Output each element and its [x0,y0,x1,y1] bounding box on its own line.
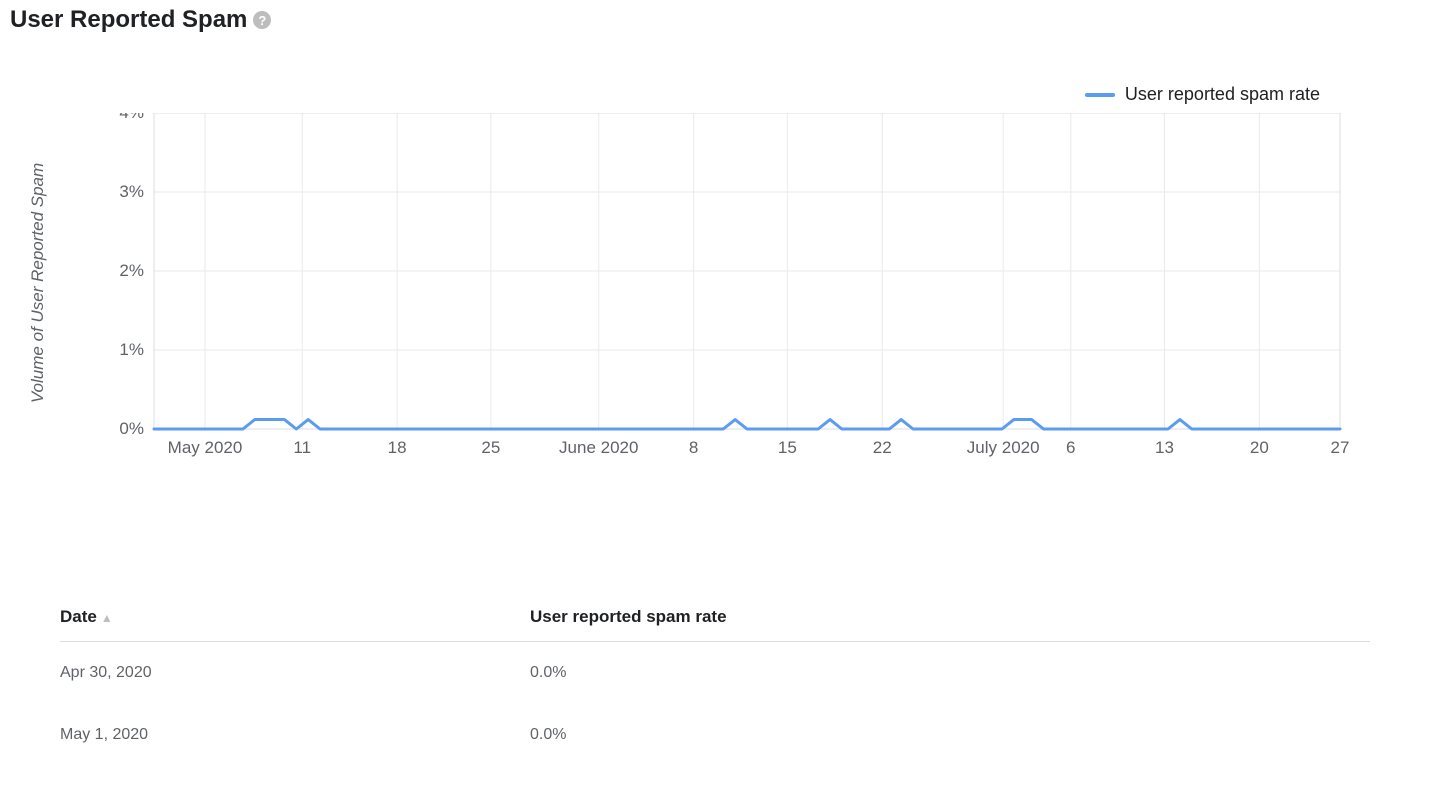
svg-text:6: 6 [1066,438,1075,457]
spam-rate-chart: Volume of User Reported Spam 0% 1% 2% 3% 4% M… [10,113,1420,473]
svg-text:July 2020: July 2020 [967,438,1040,457]
table-row: May 1, 20200.0% [60,704,1370,766]
svg-text:22: 22 [873,438,892,457]
column-header-rate-label: User reported spam rate [530,607,727,626]
y-axis-title: Volume of User Reported Spam [28,163,48,403]
chart-svg: 0% 1% 2% 3% 4% May 2020 11 18 25 June 2020 8 15 22 Ju… [100,113,1380,473]
svg-text:4%: 4% [119,113,144,122]
svg-text:1%: 1% [119,340,144,359]
column-header-rate[interactable]: User reported spam rate [530,593,1370,642]
page-title: User Reported Spam [10,6,247,34]
svg-text:13: 13 [1155,438,1174,457]
table-row: Apr 30, 20200.0% [60,642,1370,705]
svg-text:8: 8 [689,438,698,457]
legend-label: User reported spam rate [1125,84,1320,105]
column-header-date[interactable]: Date ▲ [60,593,530,642]
cell-rate: 0.0% [530,642,1370,705]
spam-table: Date ▲ User reported spam rate Apr 30, 20… [10,593,1420,766]
svg-text:May 2020: May 2020 [168,438,243,457]
svg-text:27: 27 [1331,438,1350,457]
cell-rate: 0.0% [530,704,1370,766]
svg-text:18: 18 [388,438,407,457]
help-icon[interactable]: ? [253,11,271,29]
svg-text:0%: 0% [119,419,144,438]
svg-text:20: 20 [1250,438,1269,457]
title-row: User Reported Spam ? [10,6,1420,34]
legend-swatch [1085,93,1115,97]
cell-date: Apr 30, 2020 [60,642,530,705]
svg-text:25: 25 [481,438,500,457]
svg-text:2%: 2% [119,261,144,280]
svg-text:15: 15 [778,438,797,457]
column-header-date-label: Date [60,607,97,626]
cell-date: May 1, 2020 [60,704,530,766]
svg-text:June 2020: June 2020 [559,438,638,457]
table-header-row: Date ▲ User reported spam rate [60,593,1370,642]
svg-text:3%: 3% [119,182,144,201]
chart-legend: User reported spam rate [10,84,1420,105]
sort-asc-icon: ▲ [101,611,113,625]
svg-text:11: 11 [293,438,311,457]
